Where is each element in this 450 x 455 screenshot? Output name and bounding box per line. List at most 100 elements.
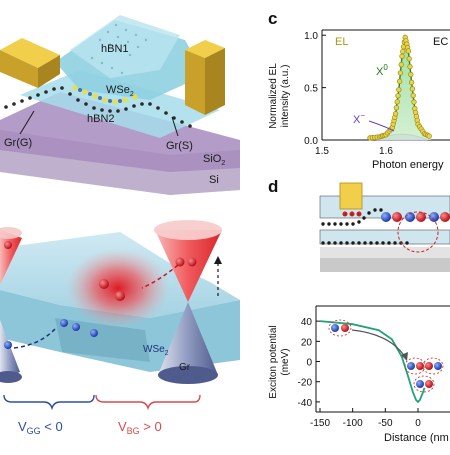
label-wse2: WSe2 xyxy=(106,84,134,98)
chart-c-el-point xyxy=(395,93,401,99)
sio2-front xyxy=(0,130,240,172)
label-vgg: VGG < 0 xyxy=(18,419,63,436)
graphene-top xyxy=(321,208,383,226)
chart-d-xtick-label: -50 xyxy=(378,418,393,429)
label-si: Si xyxy=(209,174,219,186)
label-hbn2: hBN2 xyxy=(87,113,115,125)
chart-c-el-point xyxy=(406,56,412,62)
chart-c-el-point xyxy=(405,48,412,54)
panel-label-d: d xyxy=(268,177,278,196)
chart-c-el-point xyxy=(396,87,402,93)
chart-d-ytick-label: 0 xyxy=(306,358,312,369)
electrode-left xyxy=(0,38,60,88)
chart-c-xlabel: Photon energy xyxy=(372,159,444,171)
chart-d-xtick-label: -150 xyxy=(310,418,330,429)
gold-contact xyxy=(339,182,363,210)
chart-d-yticks: -40 -20 0 20 40 xyxy=(298,317,320,409)
chart-c-el-point xyxy=(408,79,415,86)
chart-c-el-point xyxy=(398,61,404,68)
chart-c-xtick-label: 1.5 xyxy=(315,146,329,157)
chart-d-ytick-label: -20 xyxy=(298,378,313,389)
hole-2 xyxy=(72,323,80,331)
hbn2-layer xyxy=(20,70,220,138)
pointer-gr-g xyxy=(19,110,35,135)
hbn1-top xyxy=(70,15,180,78)
chart-c-el-point xyxy=(396,78,403,84)
chart-d-ylabel-1: Exciton potential xyxy=(268,325,279,398)
cone-right-top xyxy=(154,220,222,302)
hbn-bottom xyxy=(319,229,450,245)
electron-3 xyxy=(99,279,109,289)
chart-c-legend-el: EL xyxy=(335,36,348,48)
chart-d-drift-arrow xyxy=(351,329,406,358)
hole-path-arrow xyxy=(13,327,57,349)
contact-dot-3 xyxy=(356,211,362,217)
chart-c-el-point xyxy=(399,53,405,59)
chart-c-el-point xyxy=(411,99,417,105)
bias-arrowhead xyxy=(214,256,222,264)
chart-c-legend-ec: EC xyxy=(433,36,448,48)
contact-dot-1 xyxy=(342,211,348,217)
chart-d-drift-arrowhead xyxy=(401,352,408,361)
panel-d-schematic: d xyxy=(268,177,450,272)
chart-c-el-point xyxy=(410,92,416,99)
chart-c-annot-xminus: X− xyxy=(353,111,365,126)
chart-c-el-points xyxy=(367,34,432,141)
label-vbg: VBG > 0 xyxy=(118,419,162,436)
wse2-atoms xyxy=(72,85,138,105)
chart-d-potential-line xyxy=(319,320,426,404)
chart-d-xtick-label: 0 xyxy=(415,418,421,429)
depression-highlight xyxy=(397,211,439,253)
sio2-substrate xyxy=(320,247,450,258)
electron-left xyxy=(4,241,12,249)
band-diagram: WSe2 Gr VGG < 0 VBG > 0 xyxy=(0,220,240,436)
contact-dot-2 xyxy=(349,211,355,217)
chart-c-ytick-label: 1.0 xyxy=(304,31,318,42)
si-substrate xyxy=(320,258,450,272)
chart-c-annot-x0: X0 xyxy=(376,63,388,78)
chart-c-yticks: 0.0 0.5 1.0 xyxy=(304,31,326,147)
pointer-gr-s xyxy=(171,116,179,137)
chart-c-el-point xyxy=(397,70,404,76)
label-hbn1: hBN1 xyxy=(101,43,129,55)
device-schematic: hBN1 WSe2 hBN2 Gr(G) Gr(S) SiO2 Si xyxy=(0,15,240,195)
chart-c-el-point xyxy=(393,105,400,111)
electron-path-arrow xyxy=(141,264,179,289)
label-cone-wse2: WSe2 xyxy=(143,344,169,357)
panel-c: c Normalized EL intensity (a.u.) 0.0 0.5 1… xyxy=(268,9,450,171)
brace-vbg xyxy=(95,394,201,411)
chart-c-el-point xyxy=(409,86,416,92)
chart-c-el-point xyxy=(400,48,406,55)
cone-left-bottom xyxy=(0,320,22,383)
hole-3 xyxy=(90,329,98,337)
chart-d-xtick-label: -100 xyxy=(343,418,363,429)
hbn1-lattice xyxy=(90,23,148,75)
electron-1 xyxy=(175,257,185,267)
chart-d-xticks: -150 -100 -50 0 xyxy=(310,408,421,429)
emission-glow xyxy=(66,248,170,328)
brace-vgg xyxy=(3,394,95,411)
label-sio2: SiO2 xyxy=(203,153,225,167)
chart-d-ytick-label: -40 xyxy=(298,398,313,409)
chart-d-ytick-label: 40 xyxy=(301,317,313,328)
panel-label-c: c xyxy=(268,9,277,28)
chart-c-el-point xyxy=(407,64,413,70)
chart-c-el-point xyxy=(394,99,400,105)
wse2-excitons xyxy=(381,212,450,222)
chart-c-xtick-label: 1.6 xyxy=(379,146,393,157)
chart-c-ylabel-1: Normalized EL xyxy=(268,63,279,129)
chart-c-el-point xyxy=(426,133,432,139)
chart-d-xlabel: Distance (nm xyxy=(384,432,449,444)
chart-d-ylabel-2: (meV) xyxy=(280,348,291,375)
hole-left xyxy=(4,341,12,349)
panel-d-chart: Exciton potential (meV) -40 -20 0 20 40 -150… xyxy=(268,305,450,444)
chart-c-ytick-label: 0.0 xyxy=(304,136,318,147)
chart-c-ytick-label: 0.5 xyxy=(304,84,318,95)
label-gr-s: Gr(S) xyxy=(166,140,193,152)
chart-c-el-point xyxy=(392,111,399,117)
label-cone-gr: Gr xyxy=(179,362,191,373)
label-gr-g: Gr(G) xyxy=(4,137,32,149)
electron-2 xyxy=(187,257,197,267)
electron-4 xyxy=(115,291,125,301)
